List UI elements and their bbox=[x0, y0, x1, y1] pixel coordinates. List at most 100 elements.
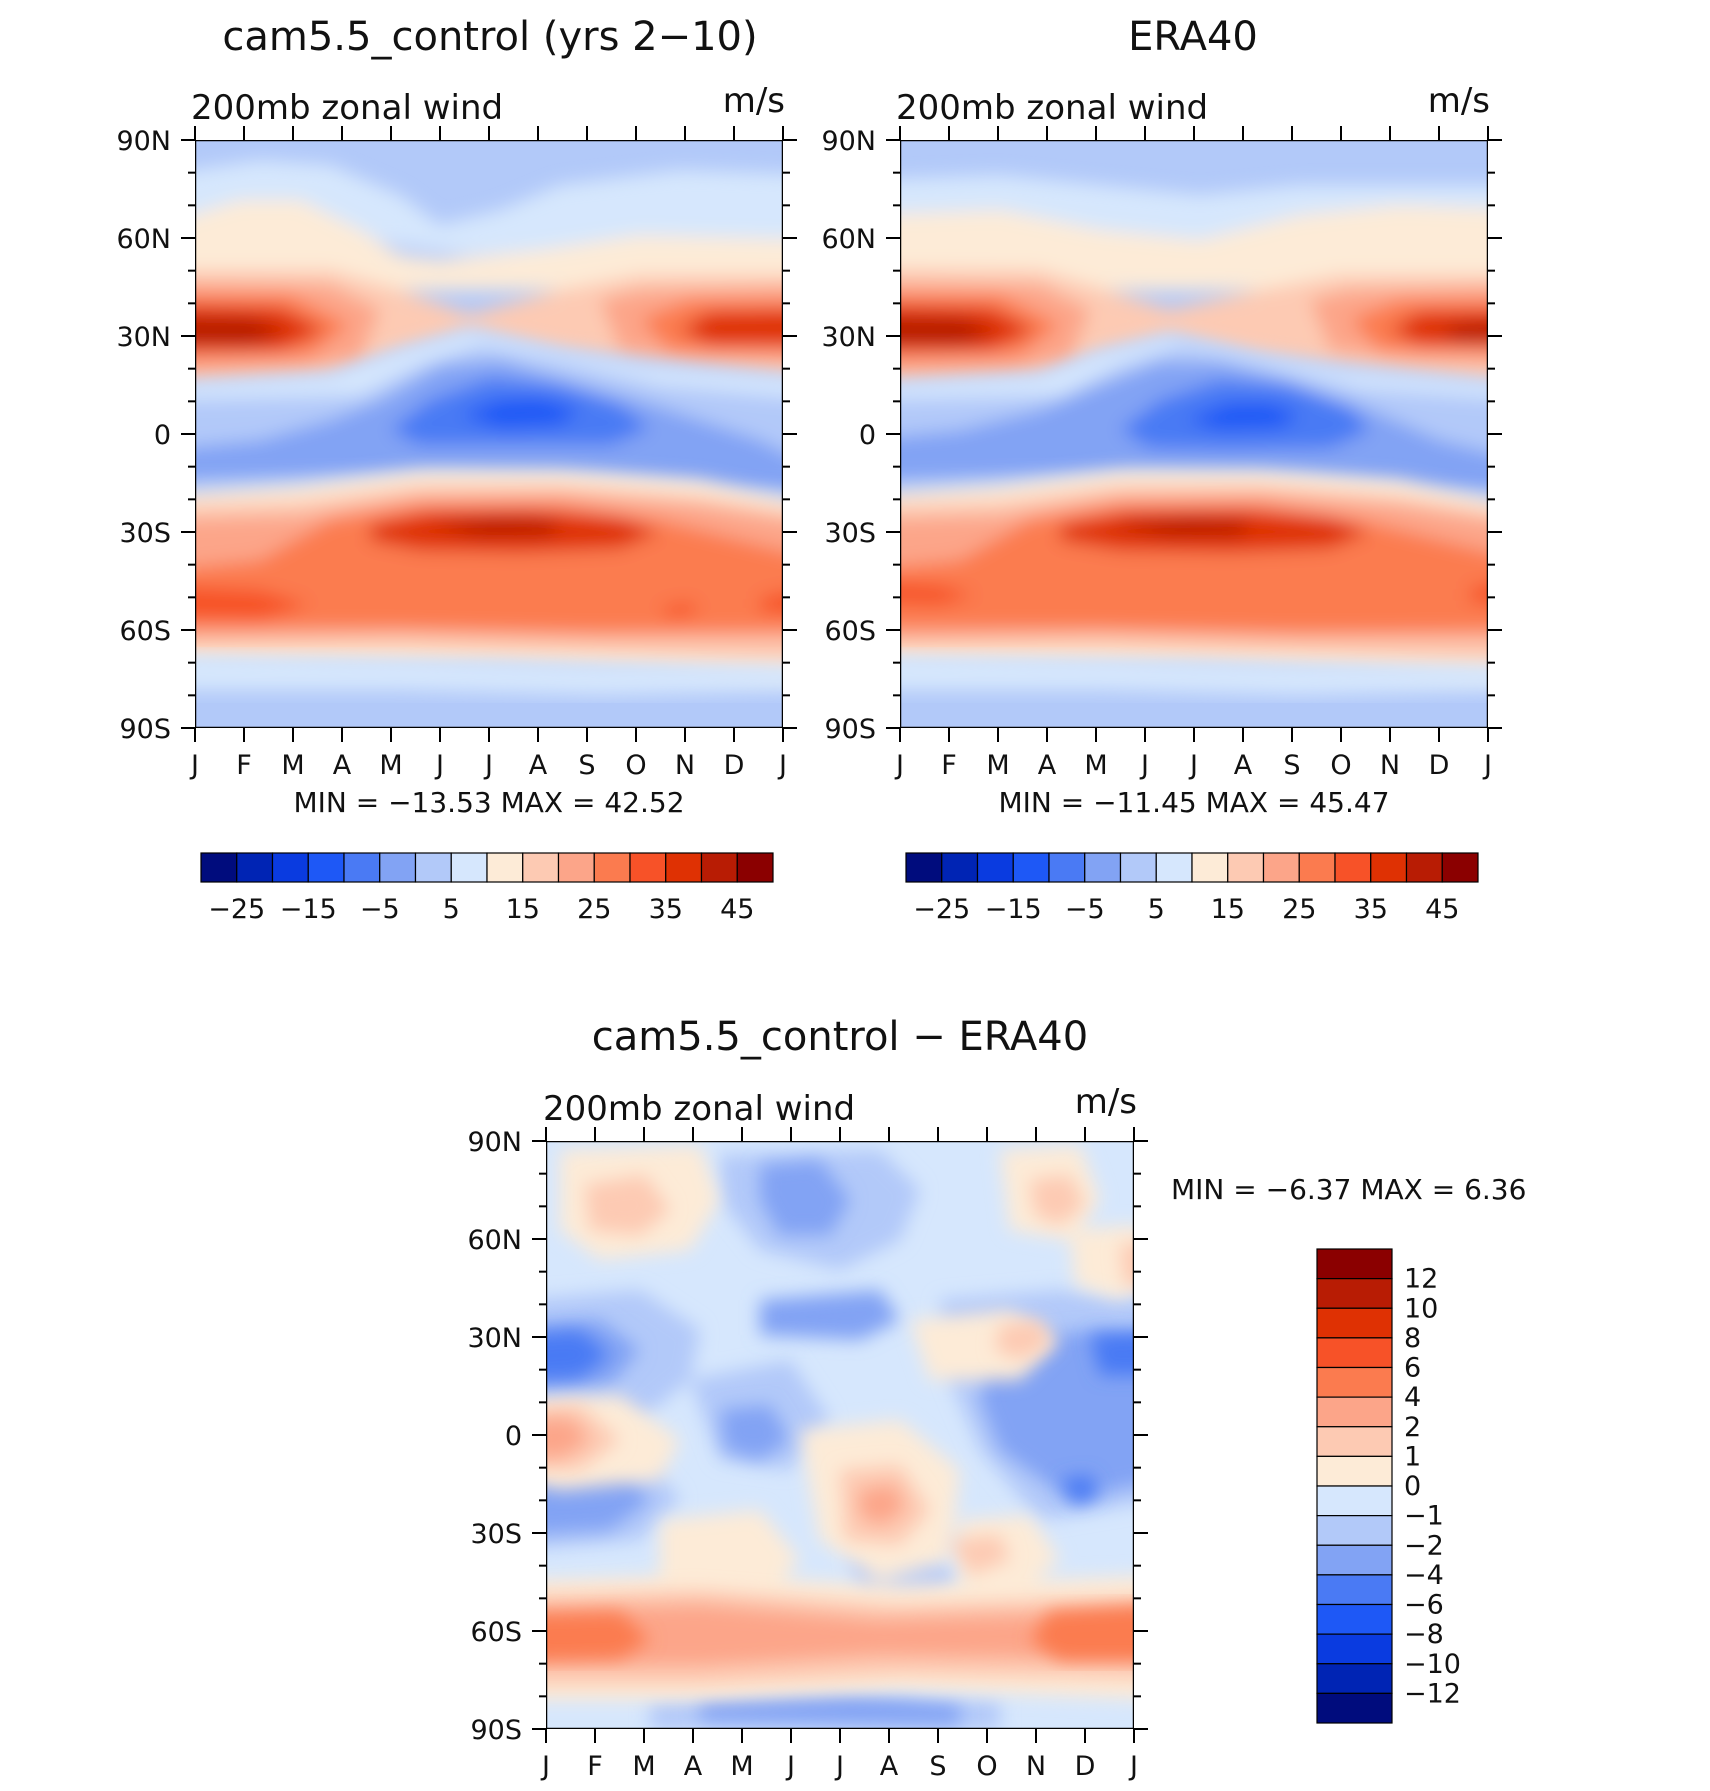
x-tick-label: D bbox=[1075, 1751, 1096, 1782]
panel3-units: m/s bbox=[1075, 1082, 1137, 1122]
colorbar-label: −6 bbox=[1404, 1590, 1444, 1621]
colorbar-label: 15 bbox=[1211, 894, 1245, 925]
colorbar-swatch bbox=[414, 852, 452, 883]
colorbar-swatch bbox=[450, 852, 488, 883]
colorbar-swatch bbox=[1298, 852, 1336, 883]
y-tick-label: 30S bbox=[825, 518, 877, 549]
x-tick-label: S bbox=[929, 1751, 946, 1782]
colorbar-swatch bbox=[1316, 1307, 1393, 1339]
y-tick-label: 60N bbox=[467, 1225, 522, 1256]
colorbar-swatch bbox=[1316, 1603, 1393, 1635]
x-tick-label: M bbox=[281, 750, 304, 781]
x-tick-label: D bbox=[1429, 750, 1450, 781]
panel1-jet-nh-4 bbox=[195, 305, 783, 350]
colorbar-swatch bbox=[941, 852, 979, 883]
colorbar-swatch bbox=[593, 852, 631, 883]
colorbar-label: −1 bbox=[1404, 1501, 1444, 1532]
y-tick-label: 0 bbox=[505, 1421, 522, 1452]
colorbar-swatch bbox=[1316, 1426, 1393, 1457]
x-tick-label: J bbox=[1139, 750, 1149, 781]
panel3-warm-8 bbox=[960, 1515, 1060, 1590]
panel2-jet-nh-4 bbox=[900, 305, 1488, 350]
colorbar-swatch bbox=[200, 852, 238, 883]
x-tick-label: M bbox=[730, 1751, 753, 1782]
x-tick-label: O bbox=[1330, 750, 1351, 781]
y-tick-label: 60N bbox=[116, 224, 171, 255]
panel2-colorbar: −25 −15 −5 5 15 25 35 45 bbox=[905, 852, 1479, 925]
colorbar-label: 8 bbox=[1404, 1323, 1421, 1354]
colorbar-label: 35 bbox=[649, 894, 683, 925]
colorbar-swatch bbox=[1441, 852, 1479, 883]
x-tick-label: A bbox=[684, 1751, 703, 1782]
colorbar-swatch bbox=[1119, 852, 1157, 883]
y-tick-label: 90N bbox=[467, 1127, 522, 1158]
colorbar-label: 35 bbox=[1354, 894, 1388, 925]
colorbar-swatch bbox=[1316, 1574, 1393, 1606]
colorbar-label: 15 bbox=[506, 894, 540, 925]
colorbar-swatch bbox=[1048, 852, 1086, 883]
panel2-title: ERA40 bbox=[1128, 14, 1258, 60]
y-tick-label: 30S bbox=[471, 1519, 523, 1550]
x-tick-label: D bbox=[724, 750, 745, 781]
panel3-strong-3 bbox=[1060, 1475, 1100, 1505]
colorbar-swatch bbox=[629, 852, 667, 883]
panel2-jet-nh-5 bbox=[900, 318, 1488, 345]
panel2-band-cream-n bbox=[900, 205, 1488, 290]
panel2-subtitle: 200mb zonal wind bbox=[896, 88, 1208, 128]
y-tick-label: 90S bbox=[471, 1715, 523, 1746]
x-tick-label: N bbox=[1026, 1751, 1046, 1782]
panel2-jet-sh-7 bbox=[1110, 518, 1250, 536]
panel3-red-4 bbox=[546, 1612, 650, 1660]
x-tick-label: A bbox=[529, 750, 548, 781]
x-tick-label: A bbox=[1038, 750, 1057, 781]
colorbar-swatch bbox=[905, 852, 943, 883]
panel3-mid-6 bbox=[760, 1290, 900, 1340]
colorbar-swatch bbox=[1316, 1455, 1393, 1487]
panel3-orange-1 bbox=[585, 1175, 670, 1235]
panel3-subtitle: 200mb zonal wind bbox=[543, 1089, 855, 1129]
colorbar-label: 0 bbox=[1404, 1471, 1421, 1502]
x-tick-label: M bbox=[632, 1751, 655, 1782]
y-tick-label: 60S bbox=[825, 616, 877, 647]
colorbar-swatch bbox=[1316, 1278, 1393, 1309]
panel3-orange-6 bbox=[995, 1320, 1050, 1360]
colorbar-swatch bbox=[736, 852, 774, 883]
panel2-units: m/s bbox=[1428, 81, 1490, 121]
x-tick-label: J bbox=[434, 750, 444, 781]
colorbar-swatch bbox=[379, 852, 417, 883]
x-tick-label: F bbox=[941, 750, 957, 781]
colorbar-label: −15 bbox=[280, 894, 337, 925]
colorbar-swatch bbox=[1405, 852, 1443, 883]
x-tick-label: N bbox=[1380, 750, 1400, 781]
colorbar-label: −12 bbox=[1404, 1678, 1461, 1709]
colorbar-label: 10 bbox=[1404, 1293, 1438, 1324]
y-tick-label: 60S bbox=[120, 616, 172, 647]
panel3-orange-5 bbox=[1030, 1175, 1085, 1225]
panel1-colorbar: −25 −15 −5 5 15 25 35 45 bbox=[200, 852, 774, 925]
colorbar-swatch bbox=[665, 852, 703, 883]
panel3-mid-1 bbox=[760, 1160, 850, 1235]
x-tick-label: N bbox=[675, 750, 695, 781]
x-tick-label: M bbox=[1084, 750, 1107, 781]
y-tick-label: 60N bbox=[821, 224, 876, 255]
colorbar-swatch bbox=[1316, 1337, 1393, 1369]
panel1-band-cream-n bbox=[195, 200, 783, 290]
colorbar-label: −5 bbox=[1065, 894, 1105, 925]
panel3-orange-8 bbox=[950, 1535, 1010, 1575]
y-tick-label: 30N bbox=[116, 322, 171, 353]
colorbar-swatch bbox=[1012, 852, 1050, 883]
colorbar-swatch bbox=[1334, 852, 1372, 883]
colorbar-swatch bbox=[700, 852, 738, 883]
colorbar-swatch bbox=[1316, 1248, 1393, 1280]
colorbar-swatch bbox=[976, 852, 1014, 883]
colorbar-label: −2 bbox=[1404, 1530, 1444, 1561]
panel3-red-1 bbox=[546, 1605, 1134, 1665]
colorbar-label: −5 bbox=[360, 894, 400, 925]
panel1-jet-sh-7 bbox=[430, 518, 560, 536]
colorbar-swatch bbox=[486, 852, 524, 883]
colorbar-label: −15 bbox=[985, 894, 1042, 925]
x-tick-label: J bbox=[894, 750, 904, 781]
colorbar-label: 45 bbox=[1425, 894, 1459, 925]
